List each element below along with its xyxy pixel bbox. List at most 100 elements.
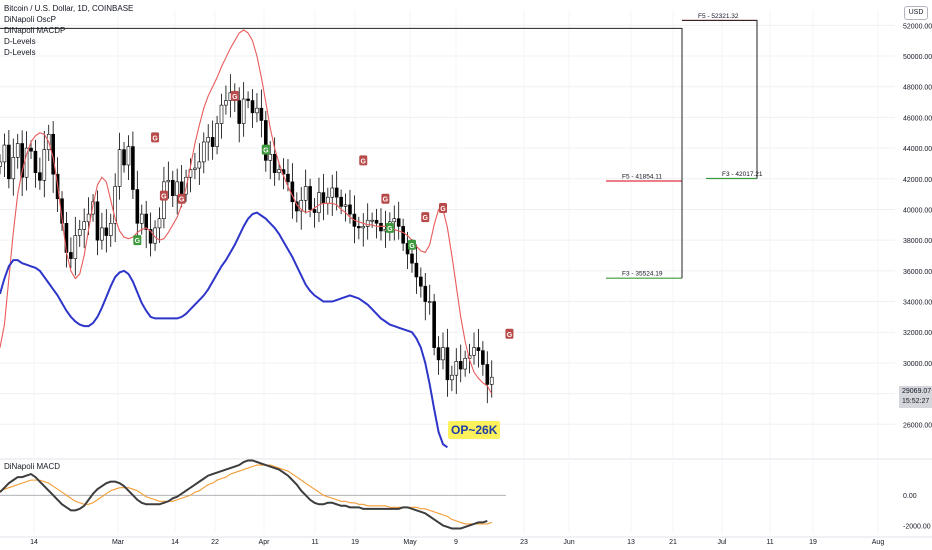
legend-dlevels-2[interactable]: D-Levels xyxy=(4,48,36,57)
candle-up xyxy=(454,361,459,376)
sell-signal-marker xyxy=(151,132,160,143)
candle-up xyxy=(361,226,366,229)
buy-signal-marker xyxy=(261,144,270,155)
candle-down xyxy=(401,226,405,244)
candle-down xyxy=(29,147,33,152)
signal-label: G xyxy=(507,332,513,339)
candle-up xyxy=(392,218,397,223)
candle-up xyxy=(330,187,335,198)
candle-up xyxy=(463,358,467,370)
candle-down xyxy=(334,187,339,198)
candle-up xyxy=(42,149,47,181)
y-tick-label: 42000.00 xyxy=(903,177,932,184)
candle-up xyxy=(193,167,197,170)
candle-up xyxy=(113,186,117,224)
candle-up xyxy=(268,153,273,161)
legend-dlevels-1[interactable]: D-Levels xyxy=(4,37,36,46)
candle-down xyxy=(286,173,290,183)
legend-macdp[interactable]: DiNapoli MACDP xyxy=(4,26,66,35)
candle-up xyxy=(157,218,162,229)
candle-up xyxy=(450,374,454,381)
op-target-annotation[interactable]: OP~26K xyxy=(448,421,501,439)
x-tick-label: 21 xyxy=(669,539,677,546)
candle-down xyxy=(33,150,38,173)
sell-signal-marker xyxy=(177,193,186,204)
bar-countdown: 15:52:27 xyxy=(902,398,930,405)
candle-up xyxy=(2,144,7,163)
candle-up xyxy=(0,161,2,167)
candle-up xyxy=(370,219,374,222)
y-tick-label: 48000.00 xyxy=(903,85,932,92)
candle-down xyxy=(170,180,175,196)
y-tick-label: 50000.00 xyxy=(903,54,932,61)
candle-down xyxy=(339,196,343,207)
last-price-value: 29069.07 xyxy=(902,388,932,395)
signal-label: G xyxy=(409,243,415,250)
candle-down xyxy=(410,253,414,264)
candle-down xyxy=(38,172,42,181)
fib-level-label: F5 - 41854.11 xyxy=(622,174,662,181)
candle-down xyxy=(20,143,24,178)
candle-up xyxy=(277,169,281,173)
candle-down xyxy=(259,107,264,121)
sell-signal-marker xyxy=(439,202,447,213)
oscp-line xyxy=(0,29,493,394)
candles xyxy=(0,74,494,404)
candle-up xyxy=(206,137,211,143)
candle-down xyxy=(348,204,352,215)
candle-up xyxy=(472,347,476,356)
candle-down xyxy=(432,301,436,348)
x-tick-label: Jul xyxy=(718,539,727,546)
candle-up xyxy=(126,146,131,166)
candle-up xyxy=(317,192,321,213)
candle-up xyxy=(255,107,259,114)
y-tick-label: 46000.00 xyxy=(903,115,932,122)
x-tick-label: Aug xyxy=(872,539,885,546)
candle-down xyxy=(396,218,401,227)
x-tick-label: 13 xyxy=(627,539,635,546)
candle-down xyxy=(423,285,428,302)
candle-down xyxy=(414,262,419,278)
signal-label: G xyxy=(440,206,446,213)
last-price-tag: 29069.07 15:52:27 xyxy=(899,386,932,408)
sell-signal-marker xyxy=(359,155,368,166)
signal-label: G xyxy=(263,148,269,155)
x-tick-label: 14 xyxy=(30,539,38,546)
signal-label: G xyxy=(383,197,389,204)
candle-down xyxy=(458,361,463,370)
candle-down xyxy=(179,181,184,195)
swing-bracket xyxy=(682,19,758,179)
legend-oscp[interactable]: DiNapoli OscP xyxy=(4,15,57,24)
currency-badge[interactable]: USD xyxy=(904,6,928,20)
candle-down xyxy=(131,146,135,190)
candle-up xyxy=(441,347,445,361)
signal-label: G xyxy=(135,238,141,245)
signal-label: G xyxy=(179,197,185,204)
candle-down xyxy=(148,229,153,244)
sell-signal-marker xyxy=(159,190,168,201)
candle-down xyxy=(210,137,215,147)
candle-down xyxy=(419,276,423,287)
candle-down xyxy=(308,186,312,210)
x-tick-label: 23 xyxy=(520,539,528,546)
signal-label: G xyxy=(161,194,167,201)
candle-up xyxy=(11,157,16,180)
candle-up xyxy=(139,213,144,224)
swing-bracket xyxy=(0,27,683,279)
legend-symbol[interactable]: Bitcoin / U.S. Dollar, 1D, COINBASE xyxy=(4,4,134,13)
macd-line xyxy=(0,459,488,530)
candle-down xyxy=(95,201,100,241)
signal-label: G xyxy=(232,94,238,101)
candle-up xyxy=(77,229,82,236)
chart-legend: Bitcoin / U.S. Dollar, 1D, COINBASE DiNa… xyxy=(4,3,133,58)
candle-up xyxy=(326,196,330,204)
x-tick-label: 9 xyxy=(454,539,458,546)
candle-up xyxy=(73,235,78,259)
candle-up xyxy=(86,213,91,223)
signal-label: G xyxy=(361,158,367,165)
macd-pane-title[interactable]: DiNapoli MACD xyxy=(4,462,61,471)
x-tick-label: Jun xyxy=(563,539,574,546)
candle-down xyxy=(476,347,481,351)
candle-down xyxy=(7,144,11,180)
